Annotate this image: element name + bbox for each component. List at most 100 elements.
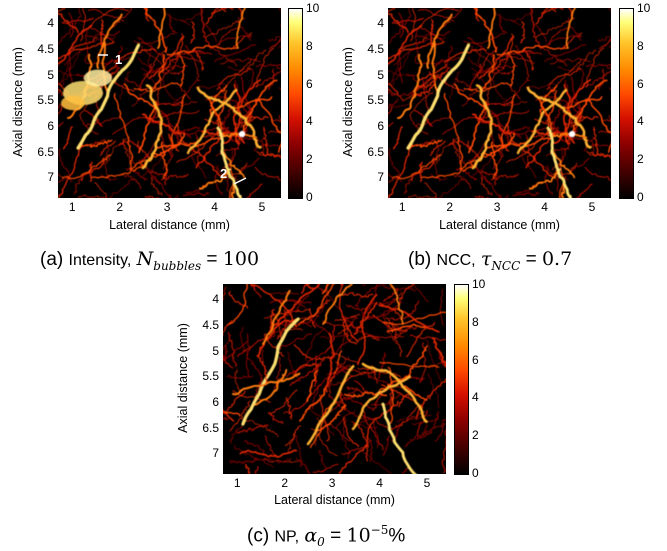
vessel-segment [570,137,592,142]
vessel-segment [388,148,403,183]
x-tick-label: 5 [588,200,596,214]
vessel-segment [338,284,359,343]
vessel-segment [223,417,230,421]
vessel-segment [87,8,129,30]
vessel-segment [463,82,513,92]
bright-region [61,95,85,111]
vessel-segment [568,114,599,120]
vessel-segment [366,400,399,448]
vessel-segment [300,284,310,294]
vessel-segment [214,44,257,62]
vessel-segment [124,77,144,91]
vessel-segment [388,70,418,76]
vessel-segment [468,101,488,154]
vessel-segment [334,313,361,322]
vessel-segment [269,38,281,50]
vessel-segment [540,46,568,67]
vessel-segment [501,94,516,148]
colorbar-tick-label: 0 [637,190,644,204]
vessel-segment [262,289,291,345]
vessel-segment [238,114,269,120]
vessel-segment [535,17,575,38]
vessel-segment [584,166,611,181]
vessel-segment [481,100,514,107]
vessel-segment [576,183,593,198]
vessel-segment [122,138,132,168]
colorbar-tick-label: 10 [306,1,320,15]
vessel-segment [289,364,322,387]
x-tick-label: 5 [423,476,431,490]
vessel-segment [260,457,292,464]
vessel-segment [492,146,504,170]
vessel-segment [112,116,152,135]
vessel-segment [492,12,521,26]
vessel-segment [293,344,334,361]
vessel-segment [309,399,336,449]
colorbar-tick-label: 4 [306,114,313,129]
vessel-segment [412,78,437,99]
vessel-segment [84,28,89,63]
x-tick-label: 3 [163,200,171,214]
vessel-segment [343,417,360,448]
vessel-segment [242,419,279,438]
y-tick-label: 5 [47,67,54,82]
vessel-segment [100,173,118,181]
vessel-segment [180,8,204,22]
x-axis-label-a: Lateral distance (mm) [109,218,230,232]
vessel-segment [256,151,281,157]
vessel-segment [480,54,495,94]
vessel-segment [173,52,205,64]
vessel-segment [194,49,204,71]
vessel-segment [312,463,339,473]
vessel-segment [407,138,443,149]
vessel-segment [379,302,403,318]
vessel-segment [530,8,542,50]
vessel-segment [186,51,200,81]
vessel-segment [168,127,181,145]
vessel-segment [368,334,405,339]
y-tick-label: 4.5 [37,42,54,57]
vessel-segment [379,361,440,368]
vessel-segment [416,72,446,88]
vessel-segment [234,445,274,468]
vessel-segment [502,55,511,70]
image-b [388,8,611,198]
vessel-segment [79,116,99,136]
vessel-segment [209,35,253,49]
vessel-segment [269,291,300,295]
colorbar-a [288,8,303,199]
bright-spot [239,131,245,137]
vessel-segment [270,284,321,329]
vessel-segment [343,396,374,410]
vessel-segment [246,183,263,198]
vessel-segment [216,68,252,90]
vessel-segment [388,89,404,102]
vessel-segment [370,393,401,406]
vessel-segment [443,92,464,171]
vessel-segment [372,314,408,332]
vessel-segment [143,8,150,22]
vessel-segment [528,169,560,190]
vessel-segment [585,70,611,87]
vessel-segment [388,79,399,95]
vessel-segment [468,152,479,169]
vessel-segment [322,284,353,325]
y-tick-label: 5 [377,67,384,82]
vessel-segment [340,292,374,298]
vessel-segment [321,284,329,295]
vessel-segment [227,66,254,72]
vessel-segment [169,13,178,34]
vessel-segment [309,315,331,335]
vessel-segment [282,294,310,318]
vessel-segment [232,96,273,109]
colorbar-tick-label: 10 [637,1,651,15]
vessel-segment [96,13,123,69]
vessel-segment [395,403,422,428]
vessel-segment [521,147,537,179]
vessel-segment [87,8,125,22]
vessel-segment [361,408,384,451]
vessel-segment [160,141,168,179]
vessel-segment [119,71,131,100]
vessel-segment [401,467,409,474]
vessel-segment [58,24,93,66]
